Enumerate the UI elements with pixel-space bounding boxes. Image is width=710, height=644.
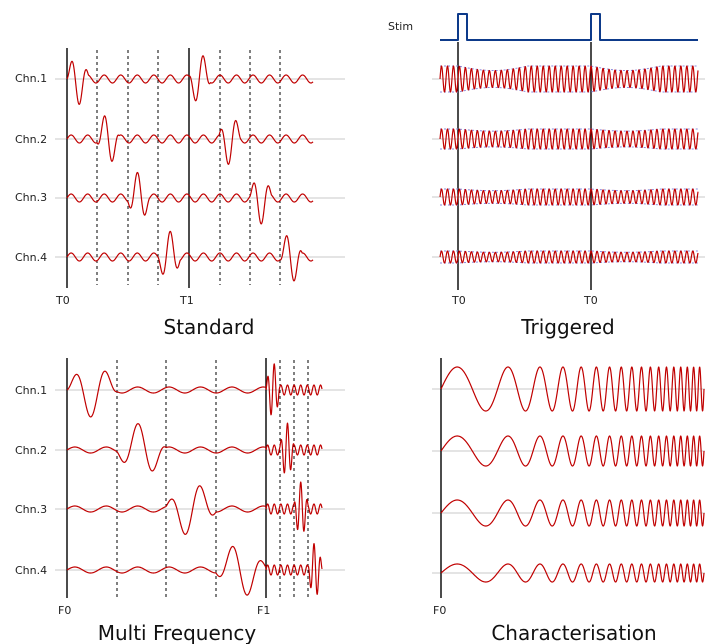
multi-low-wave-4 (66, 545, 267, 596)
standard-panel: Chn.1 Chn.2 Chn.3 Chn.4 T0 T1 Standard (15, 48, 345, 339)
multi-low-wave-1 (66, 370, 266, 418)
triggered-envelope-top-1 (440, 65, 698, 72)
multi-frequency-waveforms (55, 358, 345, 598)
multi-frequency-title: Multi Frequency (98, 621, 257, 644)
multi-f1-label: F1 (257, 604, 270, 617)
multi-high-wave-1 (265, 363, 323, 416)
characterisation-panel: F0 Characterisation (432, 358, 705, 644)
triggered-wave-1 (439, 65, 699, 93)
multi-frequency-panel: Chn.1 Chn.2 Chn.3 Chn.4 F0 F1 Multi Freq… (15, 358, 345, 644)
multi-channel-3-label: Chn.3 (15, 503, 47, 516)
characterisation-sweep-3 (440, 499, 705, 527)
standard-wave-2 (66, 115, 314, 165)
triggered-title: Triggered (520, 315, 615, 339)
triggered-t0-label-1: T0 (451, 294, 466, 307)
standard-t0-label: T0 (55, 294, 70, 307)
characterisation-sweep-2 (440, 435, 705, 467)
characterisation-title: Characterisation (491, 621, 656, 644)
triggered-t0-label-2: T0 (583, 294, 598, 307)
multi-high-wave-3 (265, 481, 323, 532)
standard-t1-label: T1 (179, 294, 194, 307)
standard-wave-3 (66, 171, 314, 225)
multi-high-wave-2 (265, 422, 323, 474)
standard-channel-3-label: Chn.3 (15, 191, 47, 204)
triggered-envelope-top-2 (440, 128, 698, 132)
characterisation-sweep-4 (440, 563, 705, 583)
standard-title: Standard (164, 315, 255, 339)
multi-f0-label: F0 (58, 604, 71, 617)
multi-channel-2-label: Chn.2 (15, 444, 47, 457)
stim-trace (440, 13, 698, 41)
triggered-wave-2 (439, 128, 699, 150)
triggered-envelope-bottom-1 (440, 86, 698, 93)
multi-channel-4-label: Chn.4 (15, 564, 47, 577)
multi-channel-1-label: Chn.1 (15, 384, 47, 397)
multi-low-wave-3 (66, 485, 266, 535)
standard-wave-4 (66, 230, 314, 282)
triggered-envelope-top-3 (440, 188, 698, 192)
triggered-envelope-bottom-3 (440, 202, 698, 206)
multi-low-wave-2 (66, 423, 266, 472)
triggered-envelope-bottom-2 (440, 146, 698, 150)
standard-channel-4-label: Chn.4 (15, 251, 47, 264)
stim-label: Stim (388, 20, 413, 33)
standard-channel-1-label: Chn.1 (15, 72, 47, 85)
standard-waveforms (55, 48, 345, 288)
triggered-wave-4 (439, 250, 699, 264)
characterisation-f0-label: F0 (433, 604, 446, 617)
characterisation-sweep-1 (440, 366, 705, 412)
triggered-waveforms (432, 13, 705, 290)
triggered-panel: Stim T0 T0 Triggered (388, 13, 705, 339)
triggered-envelope-bottom-4 (440, 261, 698, 264)
triggered-wave-3 (439, 188, 699, 206)
standard-channel-2-label: Chn.2 (15, 133, 47, 146)
characterisation-waveforms (432, 358, 705, 598)
standard-wave-1 (66, 55, 314, 105)
multi-high-wave-4 (265, 542, 323, 595)
triggered-envelope-top-4 (440, 250, 698, 253)
